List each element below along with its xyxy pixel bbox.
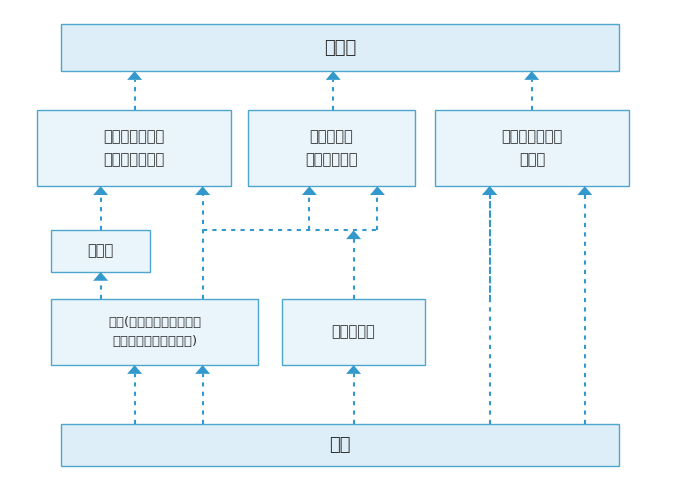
- Polygon shape: [302, 186, 317, 195]
- Text: 外交官: 外交官: [324, 39, 356, 57]
- Polygon shape: [93, 272, 108, 281]
- FancyBboxPatch shape: [61, 424, 619, 466]
- Polygon shape: [346, 230, 361, 239]
- Polygon shape: [326, 71, 341, 80]
- Text: 外務省専門
職員採用試験: 外務省専門 職員採用試験: [305, 130, 358, 167]
- FancyBboxPatch shape: [51, 230, 150, 272]
- Text: 国家公務員採用
一般職: 国家公務員採用 一般職: [501, 130, 563, 167]
- Polygon shape: [524, 71, 539, 80]
- FancyBboxPatch shape: [37, 110, 231, 186]
- Text: 国家公務員採用
総合職・一般職: 国家公務員採用 総合職・一般職: [103, 130, 165, 167]
- Polygon shape: [127, 71, 142, 80]
- Polygon shape: [370, 186, 385, 195]
- Text: 高校: 高校: [329, 436, 351, 454]
- Text: 大学院: 大学院: [87, 244, 114, 259]
- FancyBboxPatch shape: [61, 24, 619, 71]
- Text: 短大、高専: 短大、高専: [332, 324, 375, 340]
- Polygon shape: [346, 365, 361, 374]
- Polygon shape: [127, 365, 142, 374]
- Polygon shape: [195, 365, 210, 374]
- Polygon shape: [195, 186, 210, 195]
- FancyBboxPatch shape: [51, 299, 258, 365]
- Polygon shape: [93, 186, 108, 195]
- FancyBboxPatch shape: [435, 110, 629, 186]
- Polygon shape: [482, 186, 497, 195]
- Polygon shape: [577, 186, 592, 195]
- Text: 大学(法学系、政治学系、
国際関係学系学部など): 大学(法学系、政治学系、 国際関係学系学部など): [108, 316, 201, 348]
- FancyBboxPatch shape: [248, 110, 415, 186]
- FancyBboxPatch shape: [282, 299, 425, 365]
- Polygon shape: [482, 186, 497, 195]
